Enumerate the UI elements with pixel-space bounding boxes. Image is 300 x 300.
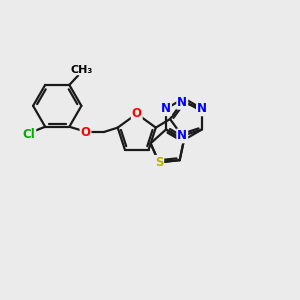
Text: N: N xyxy=(197,102,207,115)
Text: S: S xyxy=(155,156,163,169)
Text: N: N xyxy=(177,129,187,142)
Text: N: N xyxy=(161,102,171,115)
Text: N: N xyxy=(177,96,187,109)
Text: O: O xyxy=(80,125,91,139)
Text: Cl: Cl xyxy=(22,128,35,141)
Text: CH₃: CH₃ xyxy=(71,64,93,75)
Text: N: N xyxy=(197,102,207,115)
Text: O: O xyxy=(132,107,142,120)
